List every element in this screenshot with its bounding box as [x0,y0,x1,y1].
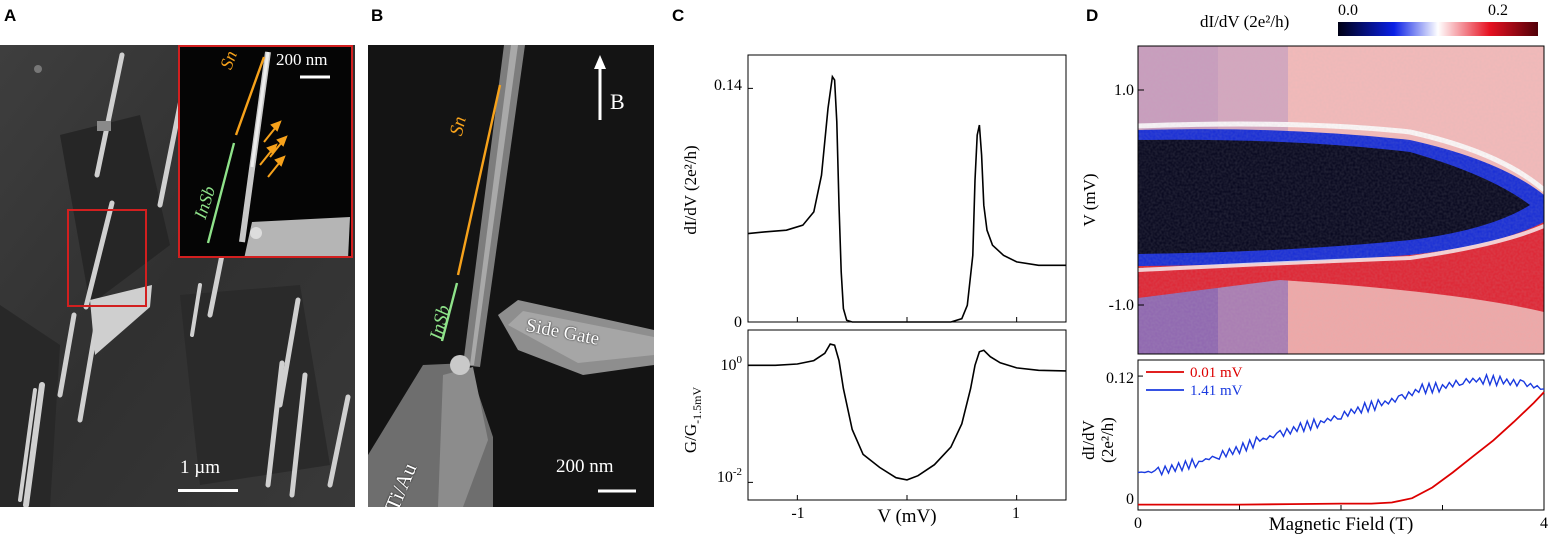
c-top-ytick-0: 0.14 [714,77,742,94]
inset-insb-line [206,142,236,244]
d-line-ytick-0: 0.12 [1106,370,1134,387]
inset-arrows [259,120,288,178]
sem-image-b-graphic [368,45,654,507]
d-map-ytick-0: 1.0 [1114,82,1134,99]
c-bottom-ytick-1: 10-2 [717,466,742,486]
field-label-b: B [610,89,625,114]
scale-bar-a-label: 1 µm [180,457,220,478]
panel-c-chart: 0.14 0 100 10-2 -1 1 V (mV) dI/dV (2e²/h… [681,54,1067,527]
d-xlabel: Magnetic Field (T) [1269,514,1414,535]
sem-image-a: 200 nm Sn InSb 1 µm [0,45,355,507]
legend-label-0: 0.01 mV [1190,365,1243,381]
c-bottom-frame [747,329,1067,501]
c-top-ylabel: dI/dV (2e²/h) [681,145,700,234]
c-xtick-0: -1 [791,505,804,522]
panel-label-b: B [371,6,384,25]
heatmap-frame [1137,45,1545,355]
inset-a-graphic [206,51,350,256]
c-top-ytick-1: 0 [734,314,742,331]
panel-label-d: D [1086,6,1099,25]
colorbar-label: dI/dV (2e²/h) [1200,12,1290,31]
c-top-series-line [747,74,1066,323]
legend-item-0: 0.01 mV [1146,365,1243,381]
d-line-ylabel-1: dI/dV [1080,419,1098,459]
panel-label-c: C [672,6,685,25]
d-xtick-1: 4 [1540,515,1548,532]
heatmap [1138,46,1544,354]
legend-item-1: 1.41 mV [1146,383,1243,399]
panel-d-chart: 1.0 -1.0 V (mV) 0.01 mV 1.41 mV 0.12 0 d… [1080,45,1548,535]
insb-line-b [440,282,459,342]
c-bottom-ytick-0: 100 [721,354,743,374]
d-map-ytick-1: -1.0 [1109,297,1134,314]
panel-label-a: A [4,6,17,25]
d-map-ylabel: V (mV) [1080,173,1099,226]
inset-scale-bar-label: 200 nm [276,50,328,69]
sn-line-b [456,84,502,276]
c-xlabel: V (mV) [877,506,936,527]
field-arrow [594,55,606,120]
c-xtick-1: 1 [1012,505,1020,522]
d-series-0.01mV [1138,391,1545,506]
scale-bar-b-label: 200 nm [556,456,614,477]
scale-bar-a-line [178,489,238,492]
colorbar-min-label: 0.0 [1338,2,1358,19]
d-xtick-0: 0 [1134,515,1142,532]
legend-label-1: 1.41 mV [1190,383,1243,399]
sem-image-b: Sn InSb B Side Gate Ti/Au 200 nm [368,45,654,507]
inset-sn-line [234,56,266,136]
d-line-ylabel-2: (2e²/h) [1098,417,1117,463]
zoom-box [67,209,147,307]
c-top-frame [747,54,1067,323]
colorbar-max-label: 0.2 [1488,2,1508,19]
c-bottom-series-line [748,343,1067,481]
d-series-1.41mV [1137,372,1545,477]
inset-a: 200 nm Sn InSb [178,45,353,258]
d-line-ytick-1: 0 [1126,491,1134,508]
colorbar [1338,22,1538,36]
c-bottom-ylabel: G/G-1.5mV [681,387,704,454]
